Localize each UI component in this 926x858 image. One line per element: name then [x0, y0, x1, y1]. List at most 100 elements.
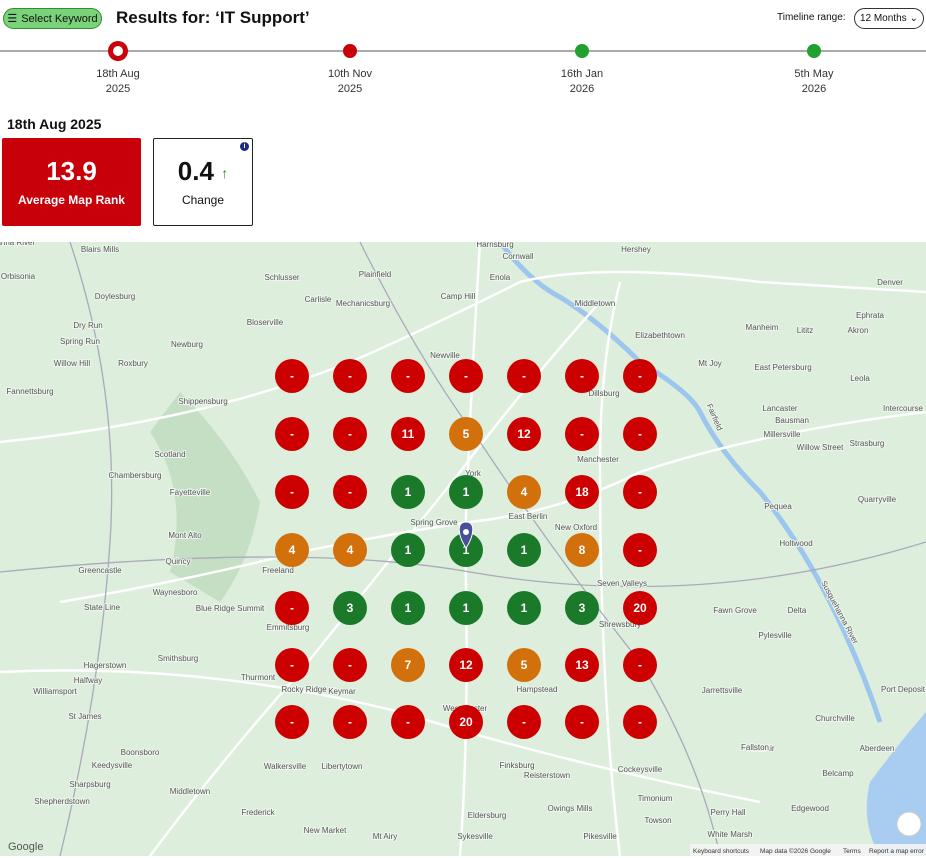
rank-circle[interactable] [449, 591, 483, 625]
rank-label: - [290, 485, 294, 499]
rank-circle[interactable] [623, 533, 657, 567]
rank-circle[interactable] [333, 705, 367, 739]
rank-circle[interactable] [449, 705, 483, 739]
select-keyword-button[interactable]: ☰ Select Keyword [3, 8, 102, 29]
rank-circle[interactable] [391, 359, 425, 393]
rank-label: - [638, 658, 642, 672]
rank-circle[interactable] [507, 648, 541, 682]
place-label: Halfway [74, 676, 102, 685]
place-label: Keedysville [92, 761, 133, 770]
place-label: Spring Grove [410, 518, 458, 527]
rank-circle[interactable] [507, 705, 541, 739]
list-icon: ☰ [7, 13, 18, 25]
rank-circle[interactable] [449, 359, 483, 393]
rank-circle[interactable] [333, 475, 367, 509]
report-link[interactable]: Report a map error [869, 848, 925, 855]
map: Blairs Mills Orbisonia Doylesburg Dry Run Sp… [0, 242, 926, 856]
rank-label: - [638, 715, 642, 729]
rank-circle[interactable] [507, 591, 541, 625]
place-label: Keymar [328, 687, 356, 696]
rank-circle[interactable] [623, 417, 657, 451]
rank-circle[interactable] [333, 648, 367, 682]
rank-circle[interactable] [507, 475, 541, 509]
rank-label: 1 [463, 485, 470, 499]
rank-circle[interactable] [275, 475, 309, 509]
place-label: Holtwood [779, 539, 812, 548]
rank-circle[interactable] [275, 359, 309, 393]
timeline-point[interactable] [343, 44, 357, 58]
place-label: Frederick [241, 808, 275, 817]
place-label: Edgewood [791, 804, 829, 813]
place-label: Hershey [621, 245, 651, 254]
rank-circle[interactable] [333, 417, 367, 451]
rank-circle[interactable] [623, 359, 657, 393]
rank-circle[interactable] [391, 475, 425, 509]
rank-circle[interactable] [507, 533, 541, 567]
rank-circle[interactable] [449, 417, 483, 451]
place-label: Aberdeen [860, 744, 895, 753]
rank-label: - [580, 715, 584, 729]
timeline-range-select[interactable]: 12 Months ⌄ [854, 8, 924, 29]
rank-circle[interactable] [449, 648, 483, 682]
info-icon[interactable]: i [240, 142, 249, 151]
timeline: 18th Aug 2025 10th Nov 2025 16th Jan 2026 5th … [0, 41, 926, 95]
rank-grid: - - - - - - -- -11 5 12- -- -1 1 4 18 -4 4 1 1 1 8 -- 3 1 1 1 3 20-… [275, 359, 657, 739]
place-labels: Blairs Mills Orbisonia Doylesburg Dry Run Sp… [0, 242, 926, 842]
rank-circle[interactable] [565, 591, 599, 625]
change-row: 0.4 ↑ [154, 156, 252, 187]
place-label: Fallston [741, 743, 769, 752]
rank-circle[interactable] [391, 705, 425, 739]
rank-circle[interactable] [565, 533, 599, 567]
rank-circle[interactable] [449, 533, 483, 567]
rank-circle[interactable] [507, 359, 541, 393]
rank-circle[interactable] [623, 475, 657, 509]
rank-circle[interactable] [333, 591, 367, 625]
rank-circle[interactable] [623, 705, 657, 739]
rank-label: 11 [402, 427, 415, 441]
rank-circle[interactable] [275, 648, 309, 682]
rank-circle[interactable] [391, 648, 425, 682]
rank-circle[interactable] [565, 648, 599, 682]
rank-circle[interactable] [333, 533, 367, 567]
rank-circle[interactable] [391, 591, 425, 625]
rank-circle[interactable] [275, 533, 309, 567]
place-label: Newburg [171, 340, 203, 349]
rank-label: - [580, 369, 584, 383]
rank-label: 5 [521, 658, 528, 672]
place-label: Seven Valleys [597, 579, 647, 588]
rank-circle[interactable] [565, 417, 599, 451]
place-label: Shepherdstown [34, 797, 90, 806]
rank-circle[interactable] [391, 533, 425, 567]
terms-link[interactable]: Terms [843, 848, 861, 855]
rank-label: 1 [521, 601, 528, 615]
rank-circle[interactable] [565, 475, 599, 509]
place-label: Shrewsbury [599, 620, 641, 629]
rank-circle[interactable] [333, 359, 367, 393]
timeline-point[interactable] [575, 44, 589, 58]
rank-circle[interactable] [623, 591, 657, 625]
place-label: Blairs Mills [81, 245, 119, 254]
place-label: Strasburg [850, 439, 885, 448]
rank-circle[interactable] [623, 648, 657, 682]
rank-circle[interactable] [275, 417, 309, 451]
rank-label: - [638, 485, 642, 499]
timeline-point[interactable] [807, 44, 821, 58]
place-label: Pikesville [583, 832, 617, 841]
recenter-button[interactable] [896, 811, 922, 837]
rank-circle[interactable] [565, 359, 599, 393]
rank-circle[interactable] [449, 475, 483, 509]
timeline-year: 2026 [570, 83, 594, 95]
rank-circle[interactable] [275, 591, 309, 625]
rank-circle[interactable] [507, 417, 541, 451]
place-label: Lititz [797, 326, 813, 335]
keyboard-shortcuts[interactable]: Keyboard shortcuts [693, 848, 750, 855]
rank-circle[interactable] [565, 705, 599, 739]
rank-circle[interactable] [275, 705, 309, 739]
place-label: Boonsboro [121, 748, 160, 757]
place-label: Towson [644, 816, 671, 825]
place-label: Dillsburg [588, 389, 619, 398]
place-label: Delta [788, 606, 807, 615]
rank-circle[interactable] [391, 417, 425, 451]
place-label: Smithsburg [158, 654, 198, 663]
place-label: Doylesburg [95, 292, 135, 301]
